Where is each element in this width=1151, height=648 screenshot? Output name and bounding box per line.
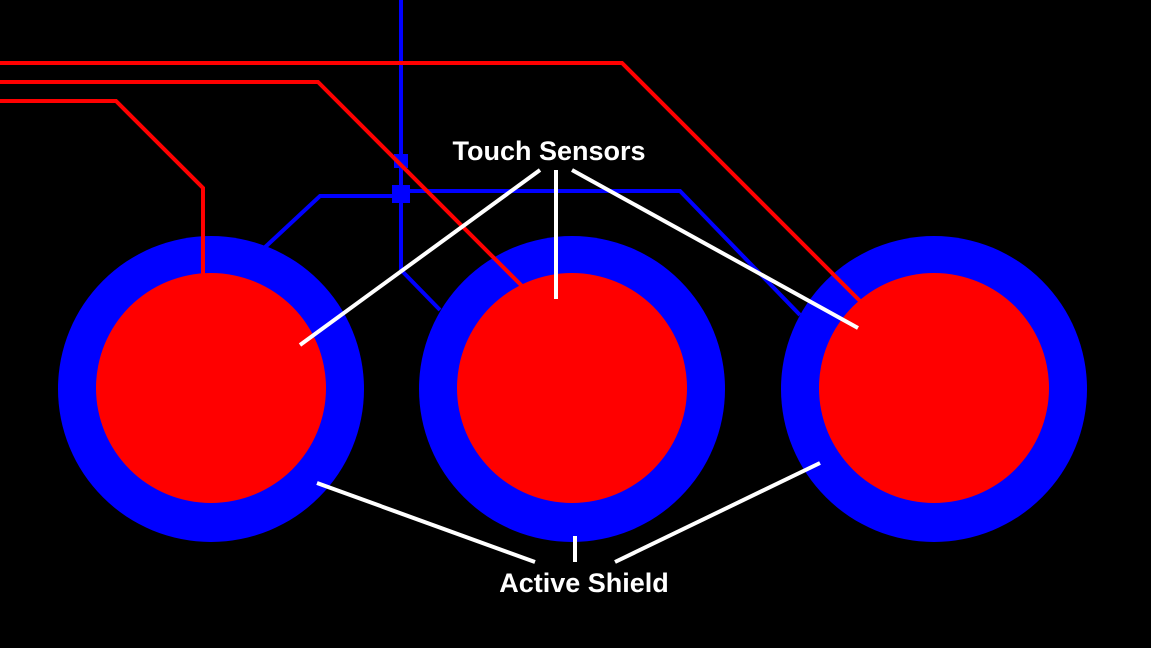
active-shield-label: Active Shield <box>499 568 669 598</box>
shield-via-top <box>394 154 408 168</box>
sensor-callout-left <box>298 168 542 347</box>
shield-callout-right <box>614 461 821 564</box>
shield-callout-left <box>316 481 536 564</box>
sensor-trace-middle <box>0 80 524 288</box>
sensor-trace-left <box>0 99 205 275</box>
sensor-trace-right <box>0 61 862 303</box>
sensor-traces <box>0 61 862 303</box>
sensor-callout-right <box>571 168 859 330</box>
sensor-pad-middle <box>457 273 687 503</box>
shield-via-bottom <box>392 185 410 203</box>
shield-trace-middle <box>399 268 442 312</box>
touch-sensors-label: Touch Sensors <box>452 136 645 166</box>
sensor-pads <box>96 273 1049 503</box>
callouts <box>298 168 859 564</box>
sensor-pad-right <box>819 273 1049 503</box>
shield-trace-left <box>260 194 401 252</box>
sensor-pad-left <box>96 273 326 503</box>
